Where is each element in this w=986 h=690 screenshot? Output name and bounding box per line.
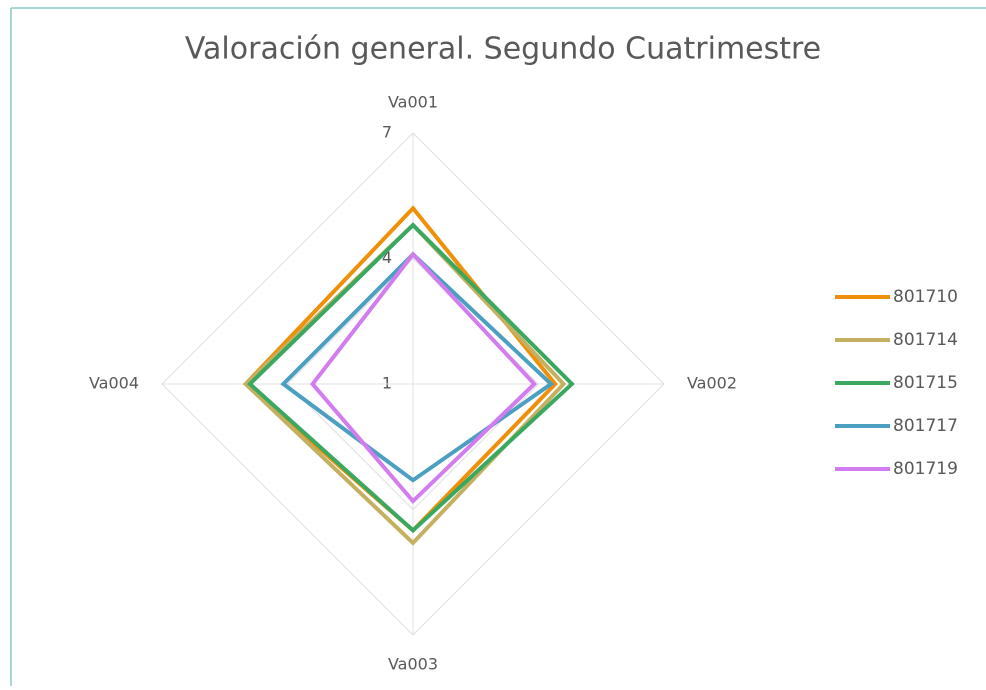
- legend-label: 801719: [893, 459, 958, 479]
- legend-label: 801714: [893, 330, 958, 350]
- series-line: [280, 251, 555, 483]
- chart-title: Valoración general. Segundo Cuatrimestre: [185, 32, 821, 67]
- series-line: [242, 205, 558, 534]
- series-line: [310, 251, 538, 505]
- legend-label: 801710: [893, 287, 958, 307]
- r-tick-label: 7: [382, 123, 392, 142]
- legend-label: 801717: [893, 416, 958, 436]
- category-label: Va001: [388, 93, 438, 112]
- category-label: Va004: [89, 374, 139, 393]
- r-tick-label: 4: [382, 248, 392, 267]
- category-label: Va003: [388, 655, 438, 674]
- legend-label: 801715: [893, 373, 958, 393]
- r-tick-label: 1: [382, 374, 392, 393]
- category-label: Va002: [687, 374, 737, 393]
- series-line: [246, 222, 575, 534]
